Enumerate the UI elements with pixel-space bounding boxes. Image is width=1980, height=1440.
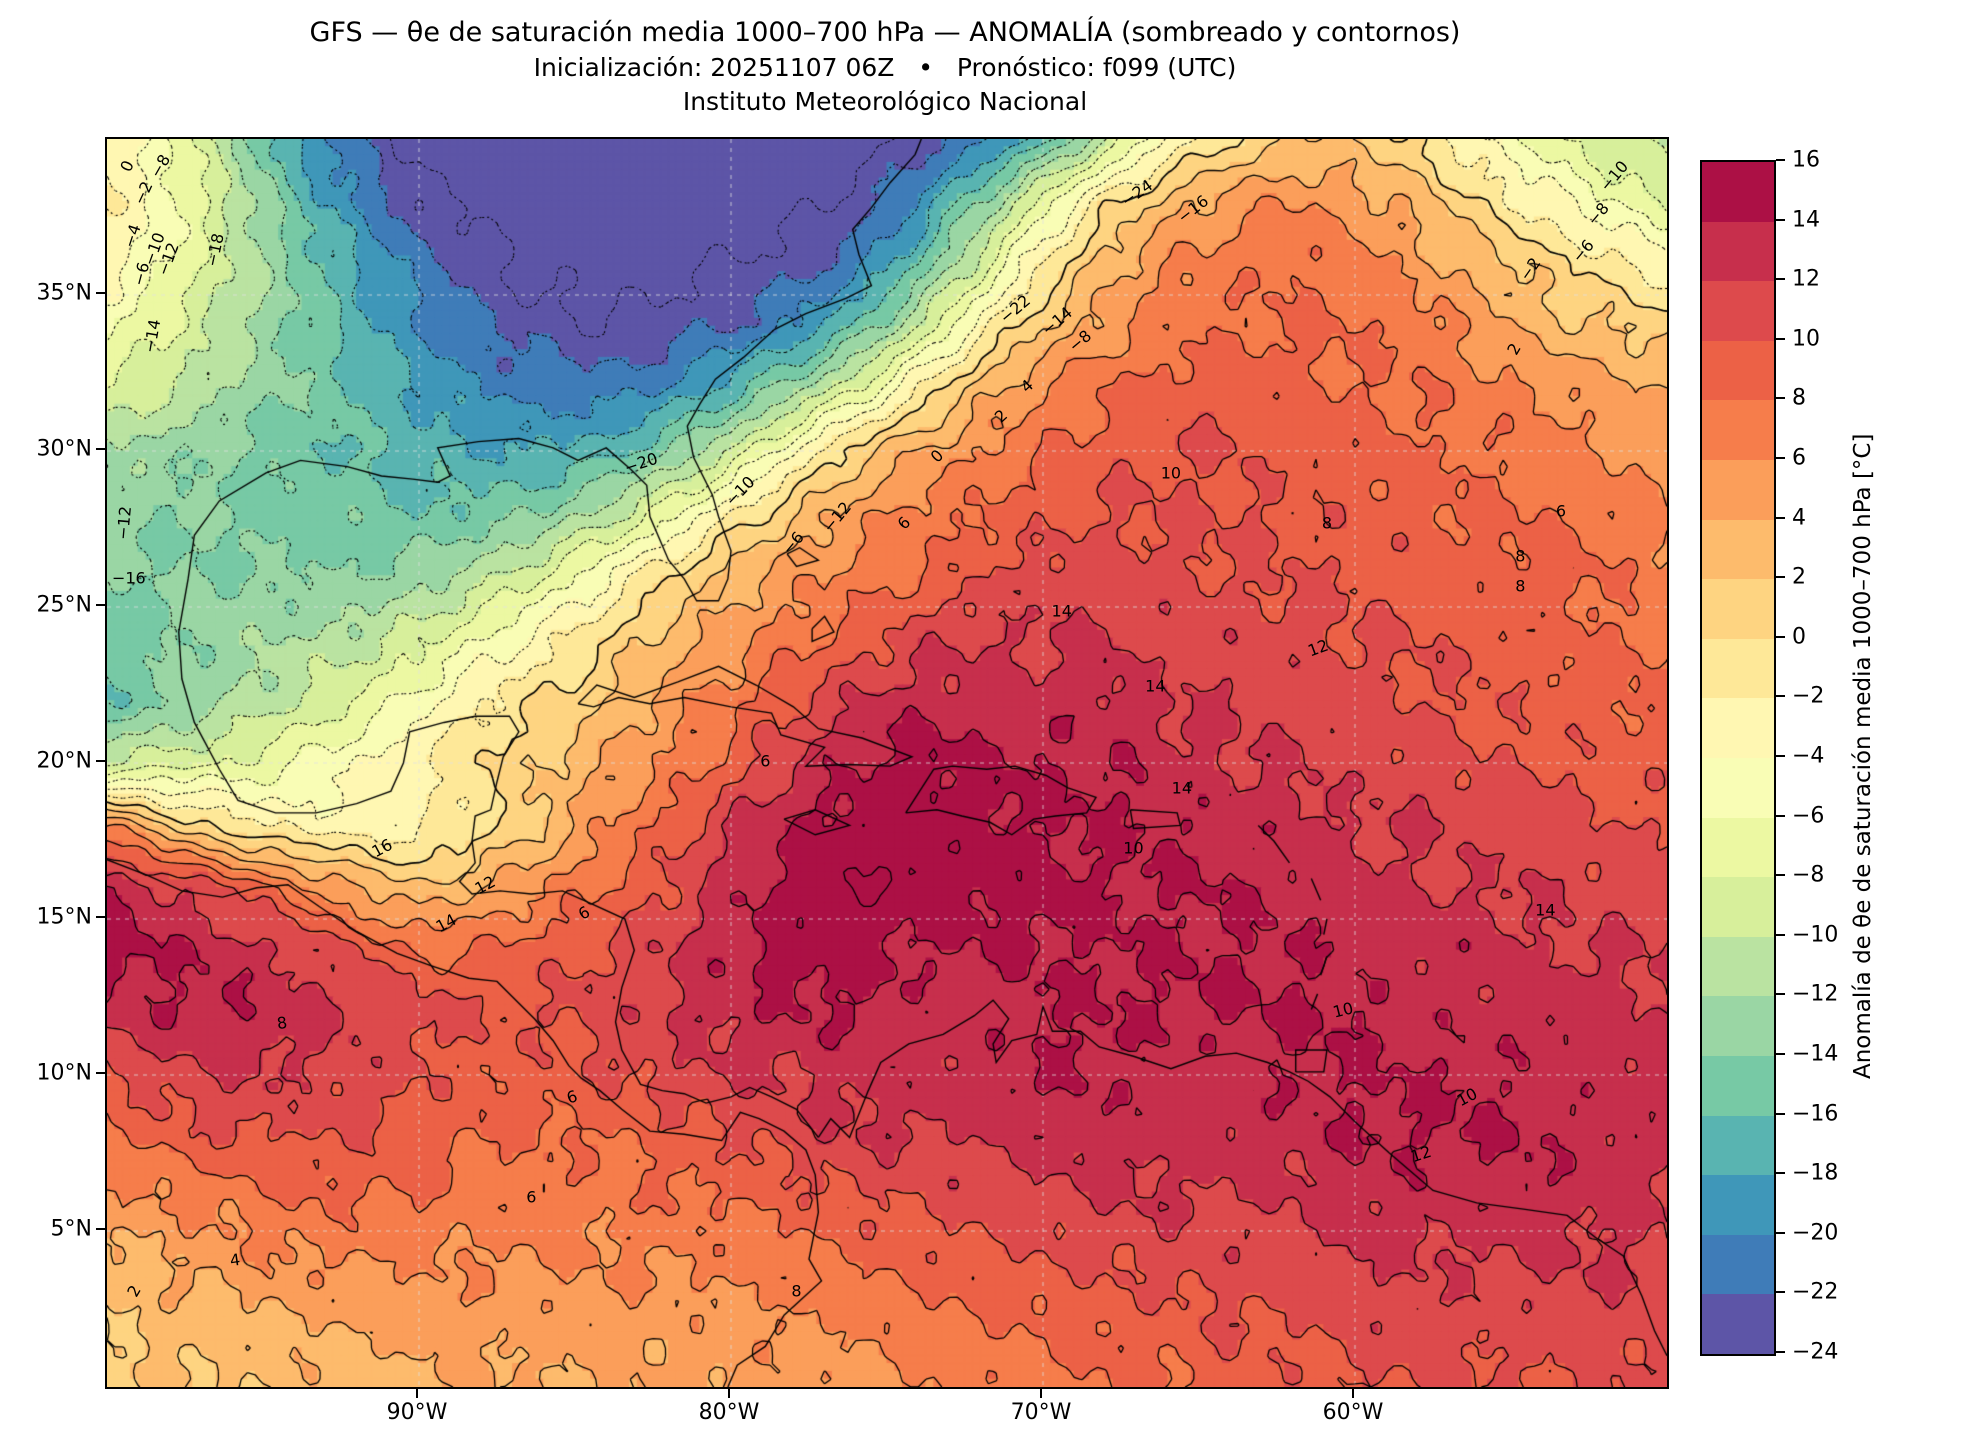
colorbar-tick-mark xyxy=(1776,516,1785,519)
lon-tick-mark xyxy=(1040,1389,1042,1398)
colorbar-tick-label: −12 xyxy=(1792,981,1839,1007)
lat-tick-label: 25°N xyxy=(36,592,92,618)
colorbar-tick-label: −6 xyxy=(1792,803,1825,829)
colorbar-band xyxy=(1702,1294,1774,1354)
lat-tick-label: 5°N xyxy=(50,1216,92,1242)
lon-tick-mark xyxy=(728,1389,730,1398)
lat-tick-label: 30°N xyxy=(36,436,92,462)
colorbar-tick-mark xyxy=(1776,1231,1785,1234)
colorbar xyxy=(1700,160,1776,1356)
colorbar-tick-label: −22 xyxy=(1792,1279,1839,1305)
lat-tick-label: 10°N xyxy=(36,1060,92,1086)
lon-tick-label: 60°W xyxy=(1322,1400,1384,1425)
colorbar-band xyxy=(1702,817,1774,878)
colorbar-tick-mark xyxy=(1776,1053,1785,1055)
colorbar-band xyxy=(1702,1175,1774,1235)
colorbar-tick-label: 4 xyxy=(1792,505,1806,531)
colorbar-band xyxy=(1702,698,1774,758)
colorbar-tick-mark xyxy=(1776,397,1785,400)
colorbar-band xyxy=(1702,638,1774,699)
colorbar-tick-label: −16 xyxy=(1792,1101,1839,1127)
lat-tick-mark xyxy=(96,448,105,450)
lat-tick-mark xyxy=(96,1072,105,1074)
colorbar-tick-mark xyxy=(1776,755,1785,757)
colorbar-tick-mark xyxy=(1776,576,1785,579)
lon-tick-label: 70°W xyxy=(1010,1400,1072,1425)
colorbar-tick-label: 14 xyxy=(1792,207,1820,233)
colorbar-band xyxy=(1702,281,1774,341)
lat-tick-label: 35°N xyxy=(36,280,92,306)
colorbar-tick-mark xyxy=(1776,933,1785,936)
colorbar-band xyxy=(1702,459,1774,520)
colorbar-tick-mark xyxy=(1776,159,1785,161)
lat-tick-mark xyxy=(96,916,105,918)
colorbar-band xyxy=(1702,877,1774,937)
colorbar-tick-label: −10 xyxy=(1792,922,1839,948)
colorbar-tick-label: −20 xyxy=(1792,1220,1839,1246)
chart-subtitle-init-forecast: Inicialización: 20251107 06Z • Pronóstic… xyxy=(533,53,1237,82)
colorbar-tick-mark xyxy=(1776,635,1785,638)
colorbar-tick-label: 12 xyxy=(1792,266,1820,292)
colorbar-tick-mark xyxy=(1776,337,1785,340)
colorbar-tick-label: −2 xyxy=(1792,683,1825,709)
colorbar-band xyxy=(1702,221,1774,282)
colorbar-tick-mark xyxy=(1776,814,1785,817)
lon-tick-mark xyxy=(1352,1389,1354,1398)
lat-tick-label: 20°N xyxy=(36,748,92,774)
colorbar-band xyxy=(1702,757,1774,818)
colorbar-band xyxy=(1702,936,1774,997)
colorbar-axis-label: Anomalía de θe de saturación media 1000–… xyxy=(1850,433,1876,1079)
colorbar-tick-mark xyxy=(1776,457,1785,459)
chart-subtitle-institution: Instituto Meteorológico Nacional xyxy=(682,87,1088,116)
colorbar-tick-mark xyxy=(1776,874,1785,877)
colorbar-tick-label: −14 xyxy=(1792,1041,1839,1067)
title-block: GFS — θe de saturación media 1000–700 hP… xyxy=(105,14,1665,119)
colorbar-tick-label: −8 xyxy=(1792,862,1825,888)
colorbar-tick-label: 2 xyxy=(1792,564,1806,590)
colorbar-tick-mark xyxy=(1776,993,1785,996)
lat-tick-mark xyxy=(96,292,105,294)
colorbar-tick-mark xyxy=(1776,278,1785,281)
colorbar-tick-mark xyxy=(1776,1291,1785,1294)
colorbar-tick-mark xyxy=(1776,695,1785,698)
map-plot-area: 0 −2 −8 −4 −6 −10 −12 −18 −14 −12 −16 −24 −16 −22 −14−… xyxy=(105,137,1669,1389)
colorbar-tick-mark xyxy=(1776,1112,1785,1115)
colorbar-band xyxy=(1702,1055,1774,1116)
colorbar-tick-label: 10 xyxy=(1792,326,1820,352)
chart-title: GFS — θe de saturación media 1000–700 hP… xyxy=(309,17,1461,48)
colorbar-tick-label: 8 xyxy=(1792,385,1806,411)
colorbar-tick-label: −24 xyxy=(1792,1339,1839,1365)
anomaly-map-canvas xyxy=(107,139,1667,1387)
colorbar-band xyxy=(1702,162,1774,222)
lat-tick-label: 15°N xyxy=(36,904,92,930)
lon-tick-mark xyxy=(416,1389,418,1398)
colorbar-band xyxy=(1702,579,1774,639)
colorbar-band xyxy=(1702,519,1774,580)
colorbar-tick-label: 0 xyxy=(1792,624,1806,650)
lat-tick-mark xyxy=(96,1228,105,1230)
colorbar-band xyxy=(1702,400,1774,460)
colorbar-tick-mark xyxy=(1776,1172,1785,1175)
lat-tick-mark xyxy=(96,604,105,606)
colorbar-tick-label: 16 xyxy=(1792,147,1820,173)
colorbar-tick-mark xyxy=(1776,218,1785,221)
colorbar-tick-mark xyxy=(1776,1351,1785,1353)
lat-tick-mark xyxy=(96,760,105,762)
colorbar-tick-label: −18 xyxy=(1792,1160,1839,1186)
colorbar-band xyxy=(1702,340,1774,401)
colorbar-tick-label: 6 xyxy=(1792,445,1806,471)
colorbar-band xyxy=(1702,1115,1774,1176)
lon-tick-label: 80°W xyxy=(698,1400,760,1425)
colorbar-band xyxy=(1702,1234,1774,1295)
lon-tick-label: 90°W xyxy=(386,1400,448,1425)
colorbar-band xyxy=(1702,996,1774,1056)
colorbar-tick-label: −4 xyxy=(1792,743,1825,769)
